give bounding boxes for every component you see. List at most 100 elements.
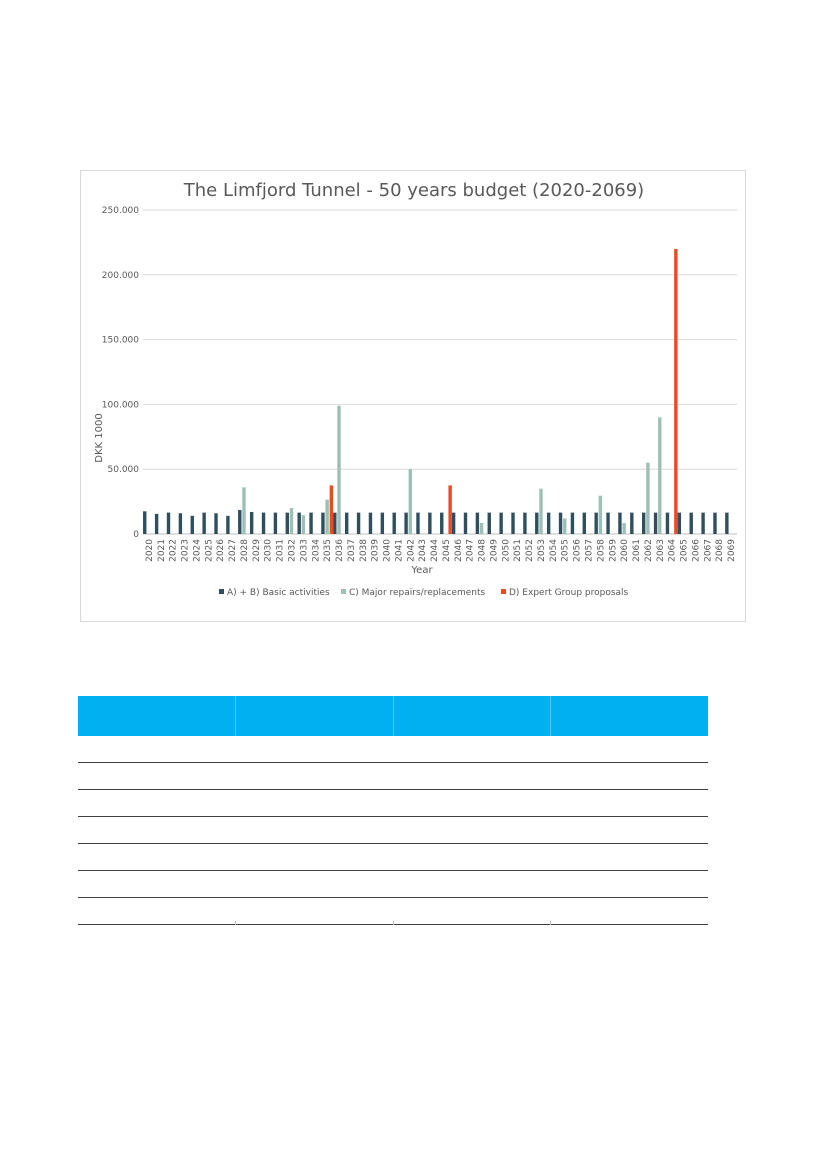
y-axis-label: DKK 1000 [94,413,105,462]
chart-svg: The Limfjord Tunnel - 50 years budget (2… [94,180,737,598]
x-tick-label: 2044 [430,539,440,562]
bar-basic-2064 [665,512,670,534]
x-tick-label: 2055 [561,539,571,562]
y-tick-label: 250.000 [102,206,139,216]
bar-basic-2022 [166,512,171,534]
y-tick-label: 100.000 [102,400,139,410]
bar-basic-2040 [380,512,385,534]
y-tick-label: 200.000 [102,271,139,281]
bar-basic-2028 [238,510,242,534]
table-row [78,898,708,925]
legend-swatch [501,589,506,594]
bar-basic-2051 [511,512,515,534]
bar-basic-2053 [535,512,539,534]
bar-basic-2056 [570,512,575,534]
bar-basic-2067 [701,512,705,534]
bar-expert-2035 [329,485,334,534]
bar-basic-2032 [285,512,289,534]
legend-swatch [341,589,346,594]
x-tick-label: 2042 [406,539,416,562]
bar-basic-2052 [523,512,527,534]
x-tick-label: 2059 [608,539,618,562]
x-tick-label: 2026 [216,539,226,562]
x-tick-label: 2048 [478,539,488,562]
x-tick-label: 2046 [454,539,464,562]
bar-basic-2033 [297,512,301,534]
bar-basic-2044 [428,512,432,534]
bar-basic-2068 [713,512,717,534]
bar-basic-2034 [309,512,313,534]
x-tick-label: 2024 [192,539,202,562]
x-tick-label: 2060 [620,539,630,562]
bar-basic-2030 [261,512,266,534]
x-tick-label: 2027 [228,539,238,562]
x-tick-label: 2069 [727,539,737,562]
bar-basic-2025 [202,512,206,534]
x-tick-label: 2041 [394,539,404,562]
x-tick-label: 2037 [347,539,357,562]
bar-basic-2043 [416,512,420,534]
x-tick-label: 2034 [311,539,321,562]
x-tick-label: 2028 [240,539,250,562]
x-tick-label: 2022 [169,539,179,562]
x-tick-label: 2043 [418,539,428,562]
bar-basic-2023 [178,513,183,534]
table-row [78,790,708,817]
bar-basic-2069 [725,512,729,534]
table-header-cell [236,696,394,736]
x-tick-label: 2056 [573,539,583,562]
x-tick-label: 2039 [371,539,381,562]
legend-label: D) Expert Group proposals [509,588,629,598]
bar-repairs-2032 [289,508,294,534]
x-tick-label: 2020 [145,539,155,562]
bar-basic-2024 [190,515,194,534]
bar-basic-2058 [594,512,598,534]
bar-basic-2035 [321,512,325,534]
legend-swatch [219,589,224,594]
x-tick-label: 2049 [489,539,499,562]
x-tick-label: 2068 [715,539,725,562]
bar-basic-2061 [630,512,634,534]
x-tick-label: 2052 [525,539,535,562]
table-header [78,696,708,736]
x-tick-label: 2029 [252,539,262,562]
bar-basic-2050 [499,512,503,534]
bar-basic-2048 [475,512,480,534]
bar-repairs-2058 [598,495,603,534]
bar-basic-2039 [368,512,373,534]
legend-label: A) + B) Basic activities [227,588,330,598]
x-tick-label: 2064 [668,539,678,562]
bar-repairs-2048 [479,522,484,534]
x-tick-label: 2038 [359,539,369,562]
bar-basic-2054 [546,512,551,534]
bar-repairs-2036 [337,405,341,534]
bar-basic-2031 [273,512,278,534]
x-tick-label: 2053 [537,539,547,562]
bar-repairs-2033 [301,515,306,534]
budget-chart: The Limfjord Tunnel - 50 years budget (2… [80,170,746,622]
x-tick-label: 2047 [466,539,476,562]
x-tick-label: 2051 [513,539,523,562]
x-tick-label: 2063 [656,539,666,562]
bar-basic-2020 [143,511,147,534]
x-tick-labels: 2020 2021 2022 2023 2024 2025 2026 2027 2028 2029… [145,539,737,562]
x-tick-label: 2067 [703,539,713,562]
bar-basic-2055 [558,512,563,534]
bar-repairs-2035 [325,499,329,534]
x-tick-label: 2023 [181,539,191,562]
x-tick-label: 2025 [204,539,214,562]
bar-repairs-2063 [658,417,662,534]
x-tick-label: 2033 [299,539,309,562]
bar-basic-2041 [392,512,396,534]
bar-basic-2060 [618,512,622,534]
x-tick-label: 2030 [264,539,274,562]
bar-basic-2029 [249,511,254,534]
x-axis-label: Year [410,565,433,576]
x-tick-label: 2061 [632,539,642,562]
table-header-cell [551,696,708,736]
y-tick-label: 50.000 [108,465,140,475]
x-tick-label: 2062 [644,539,654,562]
bar-basic-2066 [689,512,693,534]
legend-label: C) Major repairs/replacements [349,588,485,598]
x-tick-label: 2045 [442,539,452,562]
